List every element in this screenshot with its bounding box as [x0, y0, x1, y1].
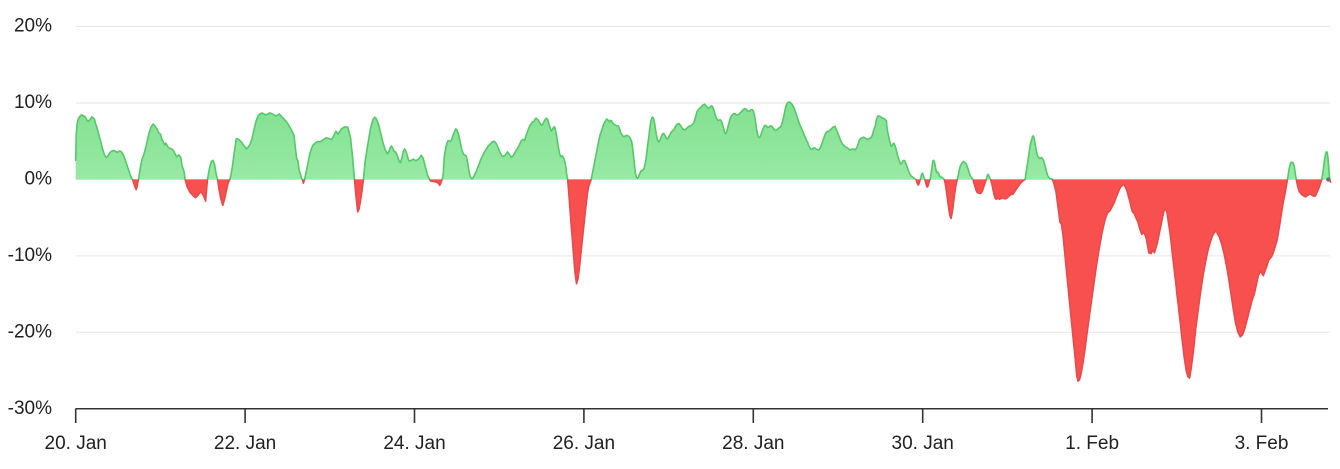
svg-text:24. Jan: 24. Jan	[383, 433, 445, 454]
svg-text:10%: 10%	[14, 92, 52, 113]
svg-text:0%: 0%	[25, 168, 53, 189]
svg-text:-20%: -20%	[8, 321, 52, 342]
svg-text:1. Feb: 1. Feb	[1065, 433, 1119, 454]
svg-text:20%: 20%	[14, 16, 52, 37]
svg-text:26. Jan: 26. Jan	[553, 433, 615, 454]
svg-text:3. Feb: 3. Feb	[1235, 433, 1289, 454]
svg-text:-30%: -30%	[8, 398, 52, 419]
svg-text:-10%: -10%	[8, 245, 52, 266]
svg-text:30. Jan: 30. Jan	[892, 433, 954, 454]
svg-text:20. Jan: 20. Jan	[45, 433, 107, 454]
svg-text:22. Jan: 22. Jan	[214, 433, 276, 454]
svg-text:28. Jan: 28. Jan	[722, 433, 784, 454]
